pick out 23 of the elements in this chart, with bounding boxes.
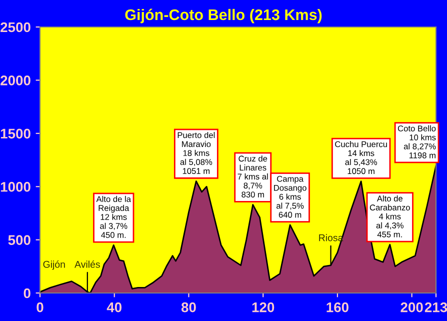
y-tick-label: 1500 bbox=[0, 128, 30, 139]
annotation: Cruz de Linares 7 kms al 8,7% 830 m bbox=[238, 155, 268, 198]
chart-title: Gijón-Coto Bello (213 Kms) bbox=[125, 8, 322, 24]
y-tick-label: 500 bbox=[8, 235, 30, 245]
annotation: Cuchu Puercu 14 kms al 5,43% 1050 m bbox=[335, 141, 387, 174]
x-tick-label: 40 bbox=[106, 302, 122, 312]
x-tick-label: 160 bbox=[326, 302, 348, 312]
x-tick-label: 0 bbox=[36, 302, 44, 312]
annotation: Alto de la Reigada 12 kms al 3,7% 450 m. bbox=[96, 196, 131, 238]
annotation: Puerto del Maravio 18 kms al 5,08% 1051 m bbox=[178, 132, 215, 174]
x-tick-label: 200 bbox=[400, 302, 423, 312]
y-tick-label: 2500 bbox=[0, 22, 30, 32]
annotation: Coto Bello 10 kms al 8,27% 1198 m bbox=[398, 125, 436, 158]
annotation: Alto de Carabanzo 4 kms al 4,3% 455 m. bbox=[370, 195, 410, 238]
y-tick-label: 2000 bbox=[0, 76, 30, 86]
y-tick-label: 0 bbox=[24, 288, 30, 298]
x-tick-label: 80 bbox=[181, 302, 196, 312]
x-tick-label: 213 bbox=[424, 302, 447, 312]
x-tick-label: 120 bbox=[252, 302, 274, 312]
annotation: Campa Dosango 6 kms al 7,5% 640 m bbox=[274, 176, 306, 218]
annotation: Avilés bbox=[74, 260, 100, 268]
y-tick-label: 1000 bbox=[0, 182, 30, 192]
annotation: Gijón bbox=[43, 260, 65, 270]
